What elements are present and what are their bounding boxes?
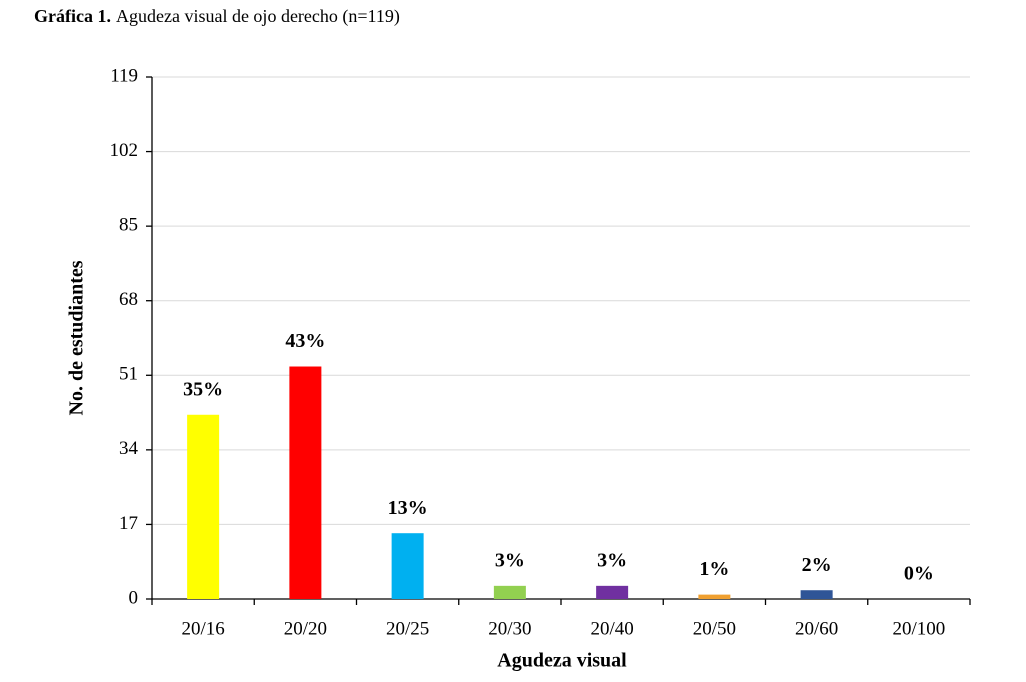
y-axis-label: No. de estudiantes [66,260,88,415]
data-label: 3% [495,549,525,571]
x-tick-label: 20/40 [590,618,633,639]
y-tick-label: 17 [119,513,138,534]
x-axis-label: Agudeza visual [497,650,627,672]
y-tick-label: 51 [119,364,138,385]
data-label: 2% [802,554,832,576]
y-tick-label: 102 [110,140,139,161]
x-tick-label: 20/100 [892,618,945,639]
data-label: 13% [388,497,428,519]
y-tick-label: 0 [129,587,139,608]
y-tick-label: 119 [110,65,138,86]
x-tick-label: 20/30 [488,618,531,639]
bar [391,533,424,599]
x-tick-label: 20/60 [795,618,838,639]
caption-label: Gráfica 1. [34,6,111,26]
data-label: 3% [597,549,627,571]
bar [596,585,629,599]
y-tick-label: 85 [119,215,138,236]
bar [698,594,731,599]
x-tick-label: 20/16 [181,618,224,639]
y-tick-label: 68 [119,289,138,310]
data-label: 43% [285,330,325,352]
x-tick-label: 20/25 [386,618,429,639]
bar [289,366,322,599]
bar [800,590,833,599]
caption-text: Agudeza visual de ojo derecho (n=119) [116,6,400,27]
data-label: 1% [699,558,729,580]
y-tick-label: 34 [119,438,139,459]
bar [493,585,526,599]
x-tick-label: 20/50 [693,618,736,639]
x-tick-label: 20/20 [284,618,327,639]
data-label: 0% [904,563,934,585]
bar [187,414,220,599]
data-label: 35% [183,378,223,400]
caption: Gráfica 1. Agudeza visual de ojo derecho … [34,6,400,27]
